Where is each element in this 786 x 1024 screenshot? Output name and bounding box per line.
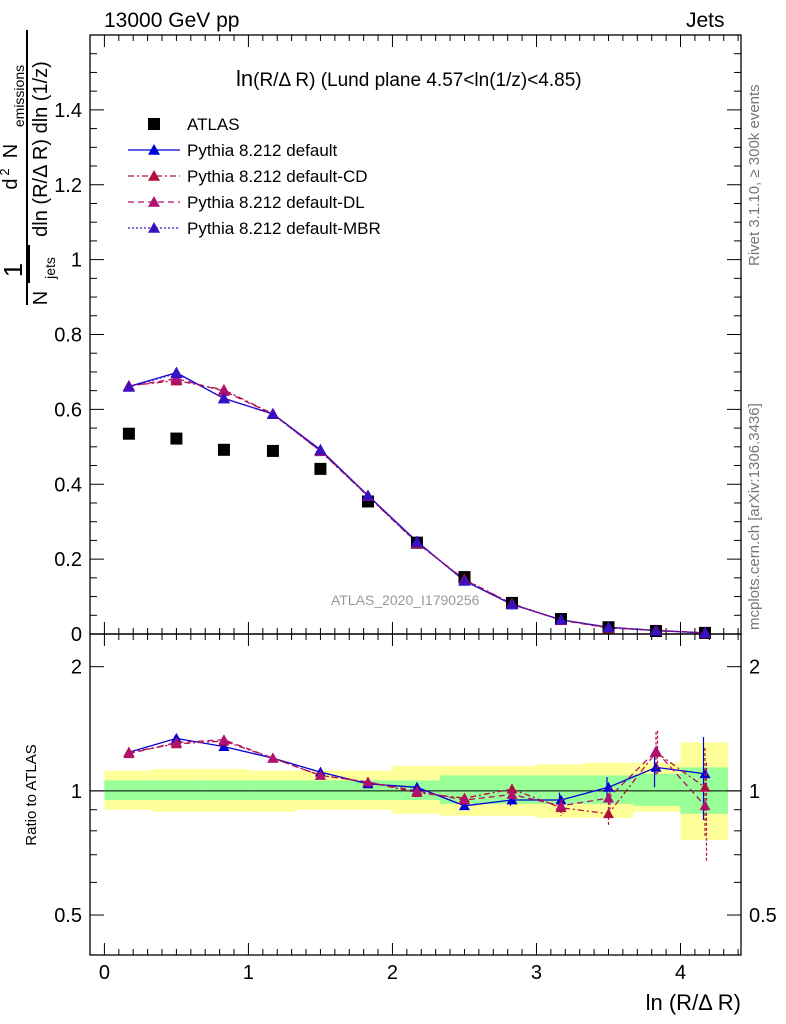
y-tick-label: 0.8 <box>54 325 82 347</box>
ratio-point-0 <box>602 781 614 792</box>
ratio-point-0 <box>555 794 567 805</box>
bottom-panel-frame <box>89 633 742 956</box>
ratio-y-tick-label-right: 1 <box>749 781 760 803</box>
ratio-point-0 <box>218 741 230 752</box>
uncertainty-band-inner <box>151 780 201 801</box>
ratio-point-0 <box>506 794 518 805</box>
ratio-y-tick-label-right: 2 <box>749 657 760 679</box>
legend-label: Pythia 8.212 default-MBR <box>187 219 381 238</box>
legend-marker-atlas <box>148 118 160 130</box>
y-tick-label: 1.4 <box>54 100 82 122</box>
legend-label: ATLAS <box>187 115 240 134</box>
y-label-denominator-sub: jets <box>42 257 58 280</box>
ratio-point-2 <box>555 800 567 811</box>
ratio-y-tick-label: 0.5 <box>54 905 82 927</box>
x-tick-label: 0 <box>99 962 110 984</box>
uncertainty-band-inner <box>248 780 296 801</box>
legend-marker <box>148 222 160 233</box>
plot-title-main: ln <box>236 66 253 91</box>
x-tick-label: 1 <box>243 962 254 984</box>
ratio-point-2 <box>506 788 518 799</box>
mc-point-4 <box>554 613 567 625</box>
mc-point-4 <box>505 598 518 610</box>
y-tick-label: 0.4 <box>54 474 82 496</box>
legend-marker <box>148 196 160 207</box>
ratio-point-1 <box>699 781 711 792</box>
x-tick-label: 3 <box>531 962 542 984</box>
ratio-y-tick-label: 2 <box>71 657 82 679</box>
y-label-numerator-d: d <box>0 178 22 189</box>
legend-marker <box>148 170 160 181</box>
mc-point-3 <box>217 385 230 396</box>
mc-point-4 <box>170 367 183 379</box>
uncertainty-band-inner <box>632 773 681 806</box>
ratio-point-2 <box>170 736 182 747</box>
ratio-point-2 <box>123 748 135 759</box>
y-tick-label: 0 <box>71 624 82 646</box>
atlas-data-point <box>217 443 230 456</box>
ratio-point-0 <box>650 761 662 772</box>
atlas-data-point <box>170 432 183 445</box>
y-label-denominator-n: N <box>30 291 52 305</box>
atlas-data-point <box>266 444 279 457</box>
plot-title: ln(R/Δ R) (Lund plane 4.57<ln(1/z)<4.85) <box>236 66 582 91</box>
ratio-point-2 <box>602 792 614 803</box>
ratio-y-tick-label: 1 <box>71 781 82 803</box>
ratio-point-2 <box>314 769 326 780</box>
legend-label: Pythia 8.212 default <box>187 141 338 160</box>
x-axis-label: ln (R/Δ R) <box>646 990 741 1015</box>
uncertainty-band-inner <box>104 780 152 801</box>
mc-point-4 <box>410 535 423 547</box>
ratio-point-2 <box>267 752 279 763</box>
mc-point-4 <box>361 489 374 501</box>
mc-point-4 <box>314 444 327 455</box>
ratio-y-tick-label-right: 0.5 <box>749 905 777 927</box>
y-tick-label: 1 <box>71 250 82 272</box>
legend-label: Pythia 8.212 default-CD <box>187 167 368 186</box>
y-tick-label: 1.2 <box>54 175 82 197</box>
uncertainty-band-inner <box>295 780 345 801</box>
ratio-point-0 <box>458 800 470 811</box>
ratio-point-2 <box>699 800 711 811</box>
legend-marker <box>148 144 160 155</box>
mc-point-4 <box>698 626 711 638</box>
ratio-point-2 <box>411 785 423 796</box>
x-tick-label: 2 <box>387 962 398 984</box>
mc-point-4 <box>650 624 663 636</box>
ratio-point-2 <box>218 734 230 745</box>
ratio-point-2 <box>362 776 374 787</box>
legend-label: Pythia 8.212 default-DL <box>187 193 365 212</box>
ratio-point-2 <box>650 745 662 756</box>
mc-point-4 <box>217 392 230 403</box>
ratio-y-axis-label: Ratio to ATLAS <box>23 744 40 845</box>
y-label-numerator-exponent: 2 <box>0 168 12 175</box>
y-tick-label: 0.6 <box>54 399 82 421</box>
y-tick-label: 0.2 <box>54 549 82 571</box>
uncertainty-band-inner <box>200 780 249 801</box>
mc-point-4 <box>266 408 279 420</box>
atlas-data-point <box>314 462 327 475</box>
y-label-denominator-rest: dln (R/Δ R) dln (1/z) <box>30 61 52 237</box>
mc-point-4 <box>458 574 471 586</box>
ratio-point-2 <box>458 794 470 805</box>
y-label-numerator-n: N <box>0 144 22 158</box>
plot-title-rest: (R/Δ R) (Lund plane 4.57<ln(1/z)<4.85) <box>253 70 581 91</box>
x-tick-label: 4 <box>675 962 686 984</box>
mc-point-4 <box>602 621 615 633</box>
ratio-point-1 <box>506 783 518 794</box>
y-label-one: 1 <box>0 263 28 277</box>
y-label-numerator-sub: emissions <box>11 65 27 127</box>
mc-point-4 <box>122 380 135 392</box>
analysis-watermark: ATLAS_2020_I1790256 <box>331 592 480 608</box>
header-collision-label: 13000 GeV pp <box>104 9 240 32</box>
header-jets-label: Jets <box>686 9 725 32</box>
ratio-point-1 <box>602 808 614 819</box>
atlas-data-point <box>122 427 135 440</box>
